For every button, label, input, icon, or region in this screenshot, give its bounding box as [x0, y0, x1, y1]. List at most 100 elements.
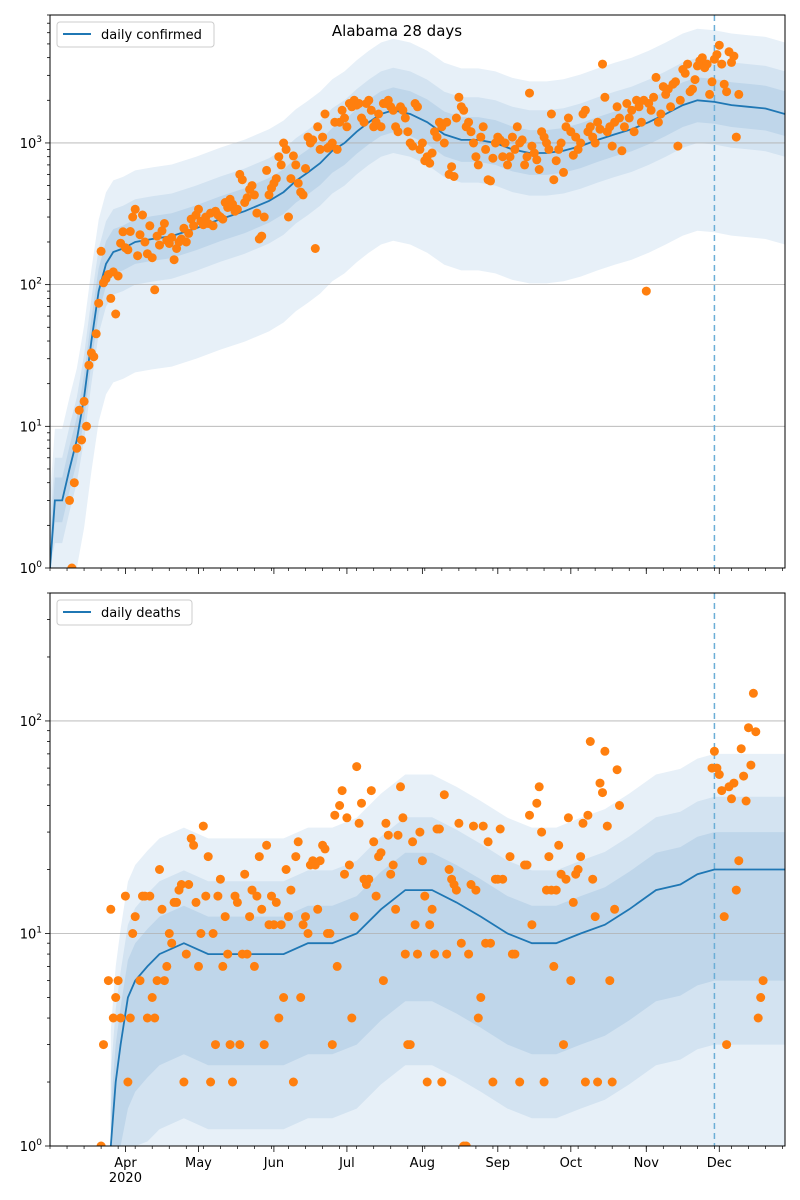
data-point: [403, 127, 413, 137]
data-point: [503, 160, 512, 170]
data-point: [714, 40, 724, 50]
data-point: [488, 1077, 498, 1087]
data-point: [106, 904, 116, 914]
data-point: [378, 976, 388, 986]
data-point: [84, 360, 94, 370]
data-point: [259, 212, 269, 222]
data-point: [113, 271, 123, 281]
data-point: [600, 746, 610, 756]
data-point: [505, 852, 515, 862]
data-point: [288, 1077, 298, 1087]
data-point: [298, 190, 308, 200]
data-point: [500, 138, 510, 148]
data-point: [731, 885, 741, 895]
data-point: [150, 1013, 160, 1023]
data-point: [729, 51, 739, 61]
data-point: [430, 949, 439, 959]
data-point: [585, 737, 595, 746]
data-point: [454, 818, 464, 828]
data-point: [607, 141, 617, 151]
data-point: [208, 221, 218, 231]
x-year-label: 2020: [109, 1171, 142, 1186]
data-point: [585, 122, 595, 132]
data-point: [605, 976, 615, 986]
data-point: [580, 1077, 590, 1087]
deaths-legend: daily deaths: [56, 599, 193, 626]
data-point: [546, 109, 556, 119]
x-tick-label: Apr: [114, 1156, 137, 1171]
data-point: [179, 1077, 189, 1087]
data-point: [739, 771, 749, 781]
data-point: [612, 102, 622, 112]
data-point: [476, 132, 486, 142]
data-point: [111, 993, 121, 1002]
data-point: [675, 95, 685, 105]
confirmed-chart-panel: 100 101 102 103 daily confirmed Alabama 28 da…: [20, 14, 786, 577]
data-point: [308, 135, 318, 145]
data-point: [607, 1077, 617, 1087]
data-point: [758, 976, 768, 986]
y-tick-label: 100: [20, 560, 43, 577]
data-point: [259, 1040, 269, 1050]
data-point: [194, 204, 203, 214]
data-point: [432, 132, 442, 142]
data-point: [145, 891, 155, 901]
data-point: [249, 961, 259, 971]
data-point: [741, 796, 751, 806]
data-point: [128, 212, 138, 222]
data-point: [164, 929, 174, 938]
data-point: [532, 155, 542, 165]
data-point: [442, 949, 452, 959]
data-point: [634, 102, 644, 112]
data-point: [709, 746, 719, 756]
data-point: [425, 158, 435, 168]
data-point: [232, 204, 242, 214]
deaths-plot-area: [50, 593, 785, 1146]
data-point: [544, 144, 554, 154]
data-point: [352, 762, 362, 772]
data-point: [279, 993, 289, 1002]
data-point: [636, 117, 646, 127]
data-point: [464, 117, 474, 127]
data-point: [125, 227, 135, 236]
data-point: [220, 912, 230, 922]
data-point: [189, 840, 199, 850]
data-point: [147, 993, 157, 1002]
data-point: [340, 113, 349, 123]
data-point: [566, 976, 576, 986]
data-point: [727, 794, 736, 804]
data-point: [286, 885, 296, 895]
data-point: [235, 1040, 245, 1050]
data-point: [568, 897, 578, 907]
data-point: [734, 856, 744, 866]
data-point: [559, 1040, 568, 1050]
data-point: [454, 92, 464, 102]
data-point: [157, 226, 167, 236]
data-point: [72, 443, 82, 453]
data-point: [201, 891, 211, 901]
data-point: [386, 869, 396, 879]
data-point: [376, 122, 386, 132]
data-point: [215, 874, 225, 884]
data-point: [252, 208, 262, 218]
data-point: [666, 102, 676, 112]
data-point: [495, 824, 505, 834]
data-point: [349, 912, 359, 922]
data-point: [544, 852, 554, 862]
data-point: [707, 77, 717, 87]
data-point: [748, 688, 758, 698]
data-point: [79, 396, 89, 406]
data-point: [327, 1040, 337, 1050]
data-point: [697, 53, 707, 63]
data-point: [590, 912, 600, 922]
data-point: [130, 204, 140, 214]
data-point: [159, 219, 169, 228]
data-point: [320, 109, 330, 119]
data-point: [651, 72, 661, 82]
data-point: [476, 993, 486, 1002]
data-point: [96, 1141, 106, 1146]
data-point: [103, 976, 113, 986]
data-point: [169, 255, 179, 265]
data-point: [123, 245, 133, 255]
